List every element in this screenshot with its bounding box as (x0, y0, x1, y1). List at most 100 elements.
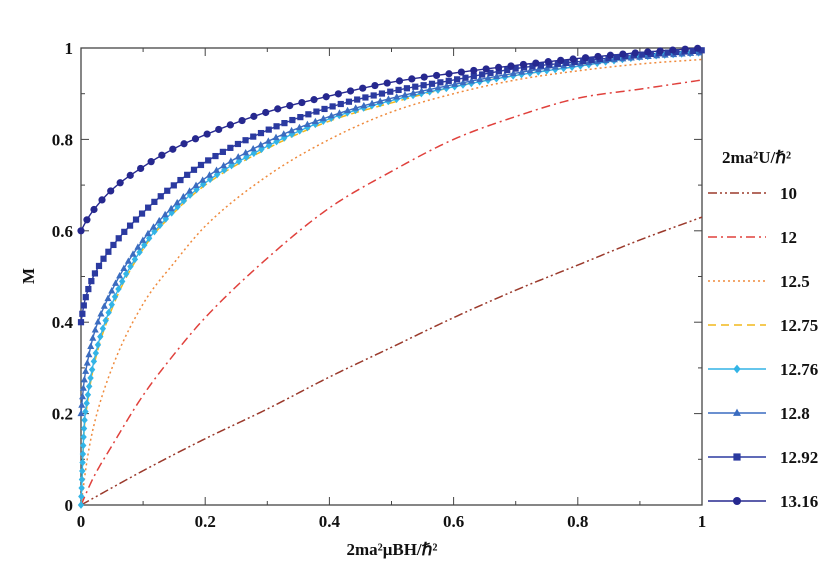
series-marker (108, 287, 116, 294)
series-marker (434, 83, 442, 91)
series-marker (127, 262, 134, 271)
series-marker (97, 332, 104, 341)
series-marker (77, 227, 85, 235)
legend-entry-12.8: 12.8 (708, 404, 810, 423)
series-marker (90, 205, 98, 214)
series-marker (594, 52, 602, 61)
series-marker (303, 120, 311, 128)
series-marker (639, 51, 646, 58)
series-markers (77, 44, 705, 509)
series-marker (669, 46, 677, 54)
series-marker (145, 234, 153, 243)
series-marker (155, 216, 163, 224)
series-marker (580, 58, 587, 65)
series-marker (88, 365, 96, 374)
series-marker (426, 85, 434, 92)
y-tick-labels: 0 0.2 0.4 0.6 0.8 1 (52, 39, 74, 515)
series-marker (319, 114, 327, 122)
series-marker (122, 270, 130, 278)
series-marker (644, 48, 652, 56)
axis-ticks (80, 47, 703, 506)
series-marker (157, 193, 164, 200)
legend-entry-12: 12 (708, 228, 797, 247)
series-marker (345, 98, 353, 105)
series-marker (352, 104, 360, 111)
series-marker (518, 68, 526, 75)
series-marker (250, 112, 258, 120)
series-marker (179, 192, 187, 200)
series-marker (174, 202, 181, 211)
series-marker (79, 392, 87, 400)
series-marker (606, 51, 615, 59)
series-marker (493, 72, 501, 79)
series-marker (90, 357, 98, 366)
series-marker (409, 89, 417, 96)
series-marker (164, 187, 171, 194)
series-marker (186, 191, 194, 199)
series-marker (274, 105, 282, 113)
series-marker (132, 216, 140, 223)
markers-12.8 (77, 48, 703, 417)
series-marker (420, 73, 428, 81)
series-marker (656, 47, 664, 55)
legend-label: 13.16 (780, 492, 818, 511)
series-marker (82, 407, 89, 416)
series-marker (190, 166, 198, 173)
legend-marker (733, 497, 741, 505)
series-marker (526, 66, 534, 74)
legend-label: 12 (780, 228, 797, 247)
series-marker (482, 65, 490, 73)
series-marker (470, 73, 477, 80)
series-marker (180, 140, 188, 148)
series-marker (81, 416, 88, 424)
series-marker (257, 129, 265, 137)
series-marker (387, 88, 394, 95)
series-marker (220, 161, 228, 169)
series-marker (170, 182, 177, 189)
series-marker (265, 126, 272, 133)
series-marker (257, 141, 265, 148)
series-marker (104, 294, 112, 302)
series-marker (205, 157, 212, 164)
series-marker (112, 279, 120, 286)
series-marker (78, 492, 85, 501)
series-marker (329, 103, 336, 110)
series-marker (335, 109, 343, 116)
series-marker (459, 78, 467, 86)
series-marker (95, 262, 103, 270)
legend-entry-12.76: 12.76 (708, 360, 818, 379)
series-marker (403, 85, 411, 92)
series-marker (321, 105, 328, 113)
series-marker (84, 390, 92, 399)
series-marker (544, 58, 552, 66)
series-marker (311, 117, 319, 125)
series-marker (212, 166, 221, 173)
x-tick-labels: 0 0.2 0.4 0.6 0.8 1 (77, 512, 707, 531)
series-line-12.8 (81, 51, 702, 414)
series-marker (412, 83, 419, 90)
series-marker (442, 82, 451, 89)
series-marker (272, 133, 280, 141)
series-marker (445, 77, 452, 84)
series-marker (408, 75, 416, 83)
series-marker (297, 114, 304, 121)
series-marker (569, 55, 577, 63)
x-axis-title: 2ma²μBH/ℏ² (346, 540, 437, 559)
x-tick-label: 0.4 (319, 512, 341, 531)
series-marker (346, 87, 355, 95)
series-marker (647, 50, 654, 58)
series-marker (281, 120, 288, 127)
series-marker (78, 475, 86, 484)
series-marker (116, 271, 124, 279)
y-tick-label: 1 (65, 39, 74, 58)
series-marker (79, 384, 87, 391)
series-marker (509, 69, 517, 77)
series-marker (78, 401, 86, 408)
legend-entry-12.5: 12.5 (708, 272, 810, 291)
series-marker (280, 130, 288, 137)
series-marker (262, 108, 270, 117)
series-marker (118, 277, 126, 286)
series-marker (238, 116, 246, 125)
x-tick-label: 1 (698, 512, 707, 531)
series-marker (136, 248, 143, 257)
